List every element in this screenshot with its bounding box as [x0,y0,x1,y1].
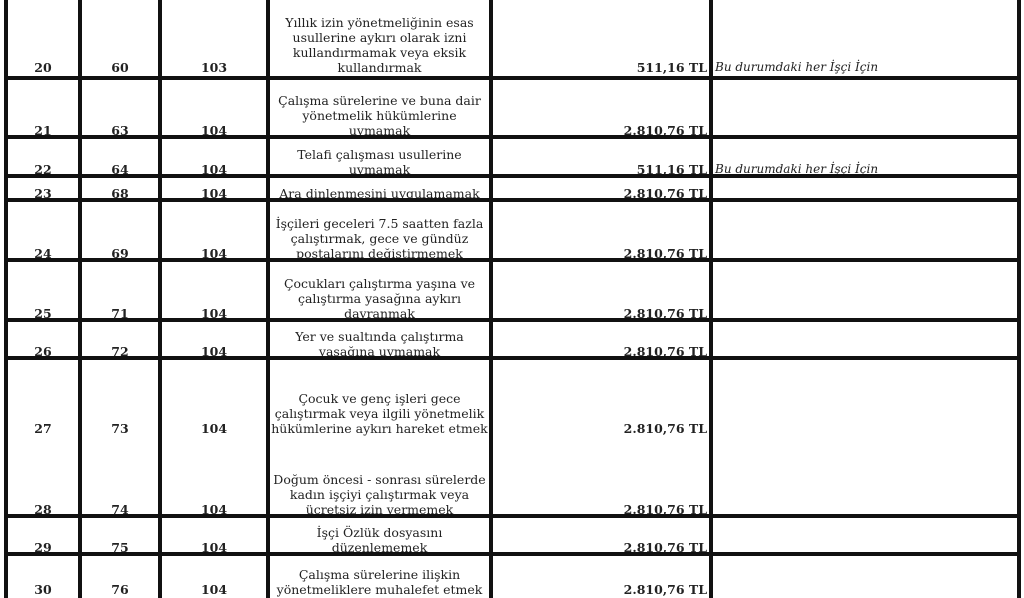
fine-amount: 2.810,76 TL [493,178,713,202]
violation-description: Ara dinlenmesini uygulamamak [270,178,493,202]
row-number: 27 [4,360,82,437]
article-number: 60 [82,0,162,76]
row-number: 25 [4,262,82,322]
table-row: 28 74 104 Doğum öncesi - sonrası sürelerde … [4,437,1021,518]
row-number: 21 [4,80,82,139]
penalty-article: 104 [162,202,270,262]
note [713,437,1021,518]
fine-amount: 2.810,76 TL [493,80,713,139]
table-row: 27 73 104 Çocuk ve genç işleri gece çalıştı… [4,356,1021,437]
note [713,178,1021,202]
table-row: 21 63 104 Çalışma sürelerine ve buna dair y… [4,76,1021,139]
note [713,202,1021,262]
violation-description: Çalışma sürelerine ve buna dair yönetmel… [270,80,493,139]
table-row: 29 75 104 İşçi Özlük dosyasını düzenlememek… [4,514,1021,556]
row-number: 20 [4,0,82,76]
table-row: 20 60 103 Yıllık izin yönetmeliğinin esas u… [4,0,1021,76]
article-number: 75 [82,518,162,556]
article-number: 73 [82,360,162,437]
violation-description: Çocuk ve genç işleri gece çalıştırmak ve… [270,360,493,437]
violation-description: Yer ve sualtında çalıştırma yasağına uym… [270,322,493,360]
article-number: 63 [82,80,162,139]
note [713,360,1021,437]
penalty-article: 104 [162,322,270,360]
fine-amount: 2.810,76 TL [493,518,713,556]
fine-amount: 2.810,76 TL [493,360,713,437]
penalty-article: 104 [162,80,270,139]
violation-description: İşçi Özlük dosyasını düzenlememek [270,518,493,556]
penalty-article: 103 [162,0,270,76]
row-number: 24 [4,202,82,262]
note: Bu durumdaki her İşçi İçin [713,0,1021,76]
penalty-article: 104 [162,262,270,322]
row-number: 26 [4,322,82,360]
article-number: 76 [82,556,162,598]
note: Bu durumdaki her İşçi İçin [713,139,1021,178]
violation-description: Çalışma sürelerine ilişkin yönetmelikler… [270,556,493,598]
table-row: 23 68 104 Ara dinlenmesini uygulamamak 2.810… [4,174,1021,202]
penalty-article: 104 [162,556,270,598]
fine-amount: 511,16 TL [493,0,713,76]
article-number: 71 [82,262,162,322]
row-number: 28 [4,437,82,518]
article-number: 64 [82,139,162,178]
table-row: 25 71 104 Çocukları çalıştırma yaşına ve ça… [4,258,1021,322]
fine-amount: 2.810,76 TL [493,322,713,360]
table-row: 26 72 104 Yer ve sualtında çalıştırma yasağ… [4,318,1021,360]
row-number: 30 [4,556,82,598]
violation-description: Çocukları çalıştırma yaşına ve çalıştırm… [270,262,493,322]
article-number: 69 [82,202,162,262]
row-number: 22 [4,139,82,178]
article-number: 68 [82,178,162,202]
penalty-article: 104 [162,518,270,556]
table-row: 24 69 104 İşçileri geceleri 7.5 saatten faz… [4,198,1021,262]
penalty-article: 104 [162,437,270,518]
fine-amount: 2.810,76 TL [493,262,713,322]
row-number: 29 [4,518,82,556]
violation-description: Doğum öncesi - sonrası sürelerde kadın i… [270,437,493,518]
article-number: 74 [82,437,162,518]
table-row: 30 76 104 Çalışma sürelerine ilişkin yönetm… [4,552,1021,598]
note [713,556,1021,598]
fine-amount: 2.810,76 TL [493,202,713,262]
fine-amount: 2.810,76 TL [493,437,713,518]
article-number: 72 [82,322,162,360]
fine-amount: 2.810,76 TL [493,556,713,598]
note [713,518,1021,556]
violation-description: İşçileri geceleri 7.5 saatten fazla çalı… [270,202,493,262]
fine-amount: 511,16 TL [493,139,713,178]
note [713,322,1021,360]
table-row: 22 64 104 Telafi çalışması usullerine uymam… [4,135,1021,178]
penalty-article: 104 [162,139,270,178]
violation-description: Yıllık izin yönetmeliğinin esas usulleri… [270,0,493,76]
row-number: 23 [4,178,82,202]
note [713,262,1021,322]
penalty-article: 104 [162,178,270,202]
note [713,80,1021,139]
penalty-article: 104 [162,360,270,437]
violation-description: Telafi çalışması usullerine uymamak [270,139,493,178]
